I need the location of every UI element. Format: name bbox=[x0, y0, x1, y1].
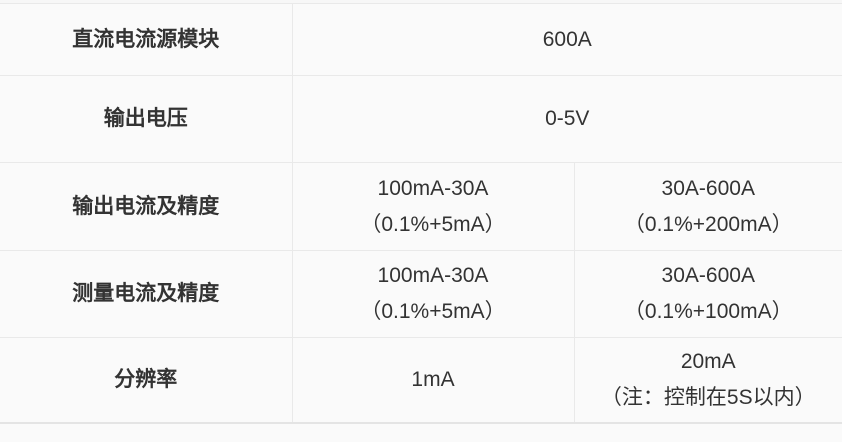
value-cell-output-current-high-range: 30A-600A （0.1%+200mA） bbox=[574, 163, 842, 251]
value-cell-resolution-high-range: 20mA （注：控制在5S以内） bbox=[574, 338, 842, 423]
cell-text: 1mA bbox=[293, 362, 574, 398]
cell-text: 输出电压 bbox=[0, 101, 292, 137]
cell-text: （0.1%+100mA） bbox=[575, 294, 842, 330]
cell-text: 直流电流源模块 bbox=[0, 22, 292, 58]
table-row-module: 直流电流源模块 600A bbox=[0, 4, 842, 76]
cell-text: 分辨率 bbox=[0, 362, 292, 398]
value-cell-measure-current-low-range: 100mA-30A （0.1%+5mA） bbox=[292, 251, 574, 338]
cell-text: 600A bbox=[293, 22, 842, 58]
table-row-resolution: 分辨率 1mA 20mA （注：控制在5S以内） bbox=[0, 338, 842, 423]
value-cell-output-current-low-range: 100mA-30A （0.1%+5mA） bbox=[292, 163, 574, 251]
cell-text: （0.1%+200mA） bbox=[575, 207, 842, 243]
cell-text: 100mA-30A bbox=[293, 258, 574, 294]
table-row-output-voltage: 输出电压 0-5V bbox=[0, 76, 842, 163]
table-row-measure-current: 测量电流及精度 100mA-30A （0.1%+5mA） 30A-600A （0… bbox=[0, 251, 842, 338]
row-label-measure-current: 测量电流及精度 bbox=[0, 251, 292, 338]
spec-table: 直流电流源模块 600A 输出电压 0-5V 输出电流及精度 bbox=[0, 3, 842, 424]
cell-text: （注：控制在5S以内） bbox=[575, 380, 842, 416]
cell-text: 30A-600A bbox=[575, 171, 842, 207]
table-row-output-current: 输出电流及精度 100mA-30A （0.1%+5mA） 30A-600A （0… bbox=[0, 163, 842, 251]
row-label-module: 直流电流源模块 bbox=[0, 4, 292, 76]
cell-text: 30A-600A bbox=[575, 258, 842, 294]
cell-text: 测量电流及精度 bbox=[0, 276, 292, 312]
cell-text: 0-5V bbox=[293, 101, 842, 137]
row-label-output-voltage: 输出电压 bbox=[0, 76, 292, 163]
cell-text: 20mA bbox=[575, 344, 842, 380]
page: 直流电流源模块 600A 输出电压 0-5V 输出电流及精度 bbox=[0, 3, 842, 442]
value-cell-module: 600A bbox=[292, 4, 842, 76]
cell-text: （0.1%+5mA） bbox=[293, 294, 574, 330]
value-cell-measure-current-high-range: 30A-600A （0.1%+100mA） bbox=[574, 251, 842, 338]
row-label-resolution: 分辨率 bbox=[0, 338, 292, 423]
cell-text: （0.1%+5mA） bbox=[293, 207, 574, 243]
value-cell-output-voltage: 0-5V bbox=[292, 76, 842, 163]
value-cell-resolution-low-range: 1mA bbox=[292, 338, 574, 423]
cell-text: 输出电流及精度 bbox=[0, 189, 292, 225]
cell-text: 100mA-30A bbox=[293, 171, 574, 207]
row-label-output-current: 输出电流及精度 bbox=[0, 163, 292, 251]
